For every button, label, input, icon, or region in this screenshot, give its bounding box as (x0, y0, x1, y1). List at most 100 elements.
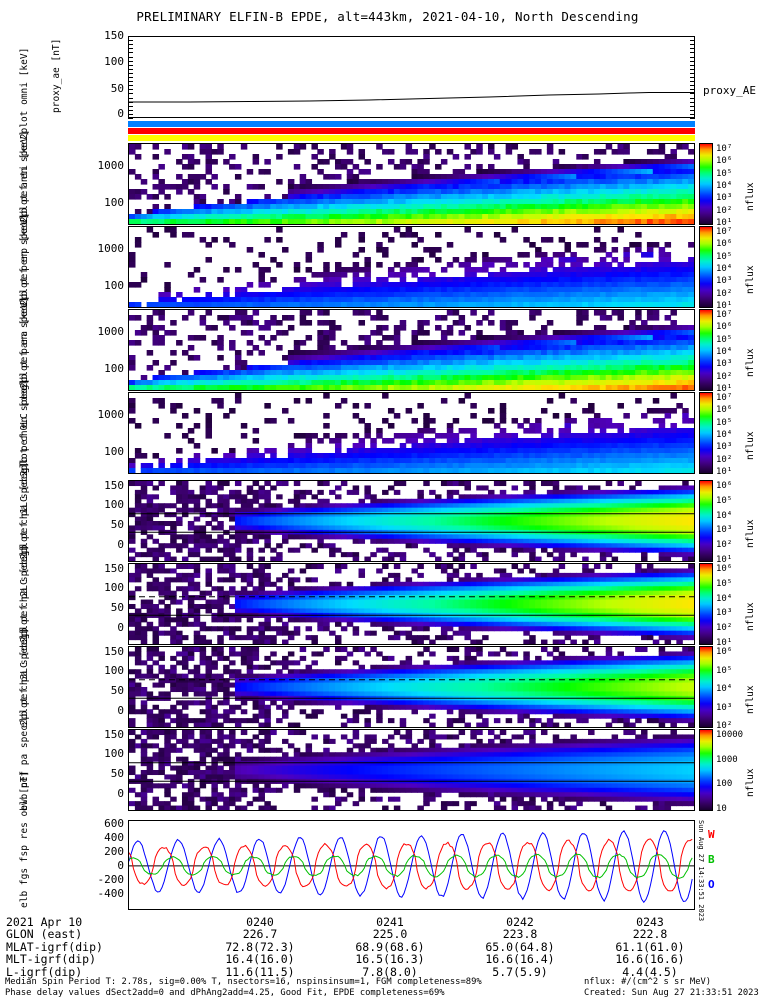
footer-right-note: nflux: #/(cm^2 s sr MeV) Created: Sun Au… (584, 977, 759, 998)
colorbar-tick-label: 10³ (716, 276, 733, 287)
axis-tick (128, 64, 133, 66)
colorbar-tick-label: 10000 (716, 730, 744, 740)
panel-ytick: 100 (104, 581, 124, 595)
colorbar-title: nflux (745, 348, 756, 377)
colorbar-tick-label: 10⁴ (716, 684, 733, 694)
colorbar-tick-label: 10⁴ (716, 430, 733, 440)
colorbar-tick-label: 1000 (716, 754, 738, 765)
spectrogram-image (129, 310, 694, 390)
colorbar-title: nflux (745, 768, 756, 797)
colorbar-tick-label: 10² (716, 205, 733, 216)
panel-ytick: 150 (104, 478, 124, 492)
panel-ytick: 50 (110, 601, 124, 615)
spectrogram-image (129, 144, 694, 224)
panel-ytick: 1000 (97, 241, 125, 255)
axis-row-labels: 2021 Apr 10 GLON (east) MLAT-igrf(dip) M… (6, 915, 103, 979)
panel-ytick: 100 (104, 444, 124, 458)
spectrogram-image (129, 481, 694, 561)
axis-tick (690, 44, 695, 46)
panel-ytick: 100 (104, 664, 124, 678)
colorbar-tick-label: 10⁴ (716, 347, 733, 357)
panel-ytick: 100 (104, 361, 124, 375)
fgs-ytick: 0 (117, 859, 124, 872)
colorbar-tick-label: 10⁶ (716, 405, 733, 416)
axis-tick (128, 113, 133, 115)
axis-tick (128, 36, 133, 37)
axis-tick (128, 85, 133, 87)
axis-tick (690, 40, 695, 42)
colorbar-tick-label: 100 (716, 779, 733, 790)
fgs-panel (128, 820, 695, 910)
spectrogram-image (129, 393, 694, 473)
colorbar-title: nflux (745, 685, 756, 714)
colorbar-tick-label: 10⁷ (716, 393, 733, 403)
colorbar-tick-label: 10⁵ (716, 578, 733, 589)
colorbar-title: nflux (745, 182, 756, 211)
colorbar-tick-label: 10³ (716, 608, 733, 619)
panel-ytick: 0 (117, 703, 124, 717)
proxy-ae-right-label: proxy_AE (703, 84, 756, 97)
axis-tick (690, 101, 695, 103)
axis-tick (690, 89, 695, 91)
axis-tick (128, 118, 133, 119)
bar-red (128, 128, 695, 134)
energy-panel-3 (128, 392, 695, 474)
colorbar-tick-label: 10 (716, 804, 727, 814)
credit-sidetext: Sun Aug 27 14:33:51 2023 (697, 820, 705, 922)
axis-tick (128, 81, 133, 83)
axis-tick (128, 72, 133, 74)
panel-ytick: 50 (110, 684, 124, 698)
pitch-panel-0 (128, 480, 695, 562)
axis-column-0243: 0243 222.8 61.1(61.0) 16.6(16.6) 4.4(4.5… (615, 915, 685, 979)
colorbar-tick-label: 10⁷ (716, 310, 733, 320)
axis-tick (690, 113, 695, 115)
axis-tick (690, 77, 695, 78)
fgs-ytick: 400 (104, 831, 124, 844)
axis-column-0241: 0241 225.0 68.9(68.6) 16.5(16.3) 7.8(8.0… (355, 915, 425, 979)
colorbar-tick-label: 10⁴ (716, 510, 733, 521)
energy-panel-1 (128, 226, 695, 308)
colorbar-pitch-2 (699, 646, 713, 728)
panel-ytick: 1000 (97, 407, 125, 421)
axis-tick (690, 60, 695, 62)
colorbar-title: nflux (745, 519, 756, 548)
axis-tick (128, 56, 133, 58)
fgs-ytick: -400 (97, 887, 125, 900)
colorbar-pitch-3 (699, 729, 713, 811)
colorbar-tick-label: 10⁶ (716, 564, 733, 574)
axis-tick (128, 52, 133, 54)
loss-cone-lines (129, 513, 694, 533)
axis-tick (690, 118, 695, 119)
proxy-ae-ytick: 150 (104, 29, 124, 42)
axis-tick (690, 68, 695, 70)
colorbar-tick-label: 10¹ (716, 467, 733, 477)
fgs-ytick: -200 (97, 873, 125, 886)
panel-ytick: 1000 (97, 158, 125, 172)
axis-tick (690, 109, 695, 111)
axis-tick (690, 36, 695, 37)
colorbar-pitch-0 (699, 480, 713, 562)
colorbar-tick-label: 10⁶ (716, 481, 733, 491)
energy-panel-2 (128, 309, 695, 391)
panel-ytick: 50 (110, 518, 124, 532)
axis-tick (128, 97, 133, 99)
colorbar-tick-label: 10⁷ (716, 227, 733, 237)
colorbar-tick-label: 10⁵ (716, 168, 733, 179)
colorbar-tick-label: 10¹ (716, 638, 733, 648)
axis-tick (128, 77, 133, 78)
spectrogram-image (129, 227, 694, 307)
fgs-legend-o: O (708, 878, 715, 891)
colorbar-pitch-1 (699, 563, 713, 645)
axis-tick (128, 68, 133, 70)
fgs-ytick: 200 (104, 845, 124, 858)
axis-tick (128, 93, 133, 95)
axis-column-0240: 0240 226.7 72.8(72.3) 16.4(16.0) 11.6(11… (225, 915, 295, 979)
colorbar-tick-label: 10¹ (716, 555, 733, 565)
colorbar-energy-2 (699, 309, 713, 391)
proxy-ae-ylabel: proxy_ae [nT] (51, 38, 62, 114)
colorbar-tick-label: 10² (716, 721, 733, 731)
panel-ytick: 150 (104, 644, 124, 658)
colorbar-tick-label: 10³ (716, 702, 733, 713)
axis-tick (128, 44, 133, 46)
